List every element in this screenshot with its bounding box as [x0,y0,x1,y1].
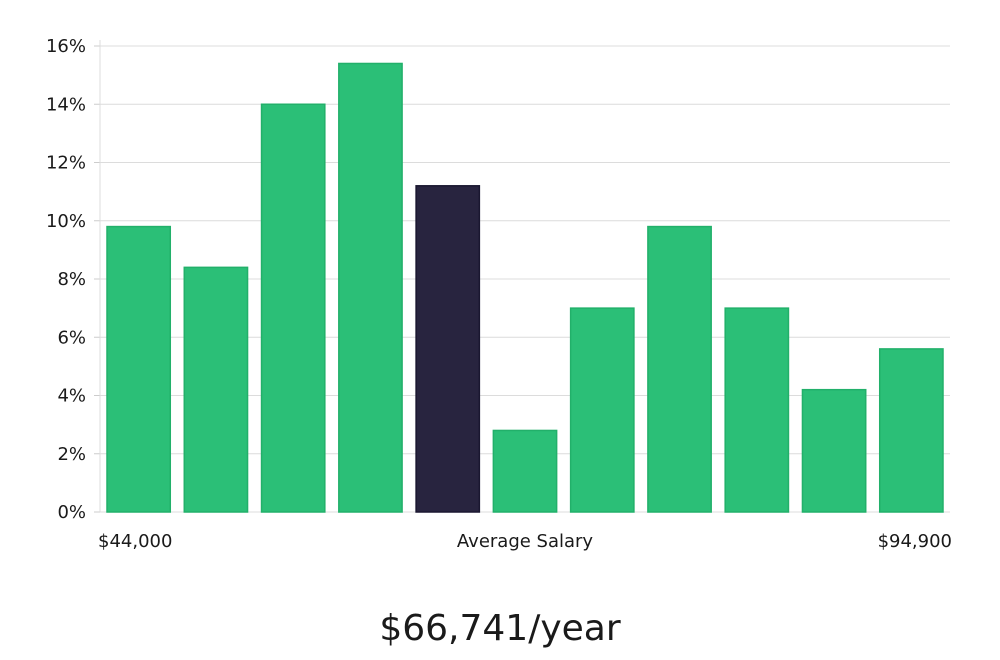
bar [569,307,635,513]
x-min-label: $44,000 [98,531,172,552]
average-salary-value: $66,741/year [379,608,621,649]
y-tick-label: 2% [57,444,86,465]
bars [106,62,944,513]
bar [878,348,944,513]
bar [492,429,558,513]
bar [260,103,326,513]
highlighted-bar [415,185,481,513]
y-tick-label: 4% [57,386,86,407]
bar [338,62,403,513]
x-max-label: $94,900 [878,531,952,552]
y-tick-label: 12% [46,153,86,174]
bar [106,225,172,513]
y-tick-label: 6% [57,327,86,348]
bar [801,388,867,513]
salary-histogram-chart: 0% 2% 4% 6% 8% 10% 12% 14% 16% $44,000 Average S… [46,36,952,552]
y-tick-label: 10% [46,211,86,232]
bar [724,307,790,513]
y-tick-label: 14% [46,94,86,115]
y-tick-label: 8% [57,269,86,290]
bar [183,266,249,513]
y-tick-label: 0% [57,502,86,523]
y-axis-ticks: 0% 2% 4% 6% 8% 10% 12% 14% 16% [46,36,100,523]
x-center-label: Average Salary [457,531,594,552]
bar [647,225,712,513]
y-tick-label: 16% [46,36,86,57]
